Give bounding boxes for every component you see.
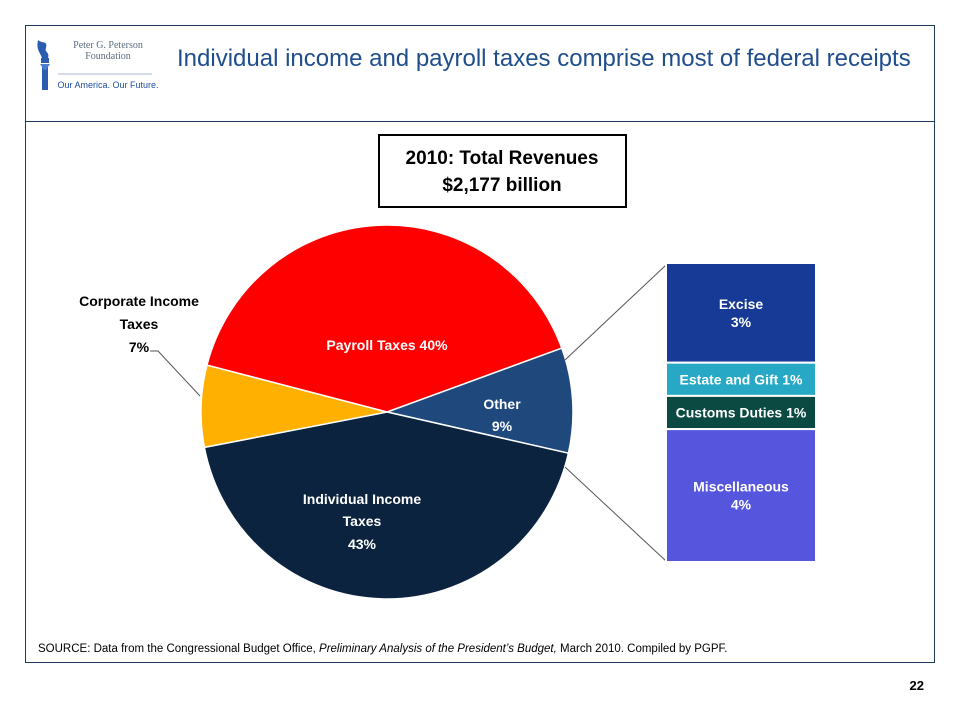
pie-slices bbox=[201, 225, 573, 599]
corporate-label-line-1: Corporate Income bbox=[79, 293, 199, 309]
breakdown-label-customs-duties-1: Customs Duties 1% bbox=[676, 405, 807, 421]
source-suffix: March 2010. Compiled by PGPF. bbox=[557, 643, 728, 655]
page-number: 22 bbox=[910, 678, 924, 693]
breakdown-label-miscellaneous-2: 4% bbox=[731, 497, 752, 513]
connector-line-top bbox=[565, 265, 666, 360]
individual-label-line-3: 43% bbox=[348, 536, 377, 552]
other-label-line-1: Other bbox=[483, 396, 521, 412]
breakdown-segment-excise bbox=[666, 263, 816, 363]
breakdown-label-excise-2: 3% bbox=[731, 314, 752, 330]
corporate-leader-line bbox=[150, 351, 200, 396]
corporate-label-line-2: Taxes bbox=[120, 316, 159, 332]
breakdown-label-excise-1: Excise bbox=[719, 296, 764, 312]
other-breakdown-bar: Excise 3% Estate and Gift 1% Customs Duties… bbox=[666, 263, 816, 562]
source-italic: Preliminary Analysis of the President’s … bbox=[319, 643, 557, 655]
breakdown-label-miscellaneous-1: Miscellaneous bbox=[693, 479, 789, 495]
other-label-line-2: 9% bbox=[492, 418, 513, 434]
individual-label-line-2: Taxes bbox=[343, 513, 382, 529]
chart-title-line-2: $2,177 billion bbox=[442, 175, 561, 196]
chart-title-box: 2010: Total Revenues $2,177 billion bbox=[379, 135, 626, 207]
source-prefix: SOURCE: Data from the Congressional Budg… bbox=[38, 643, 319, 655]
corporate-label-line-3: 7% bbox=[129, 339, 150, 355]
breakdown-segment-miscellaneous bbox=[666, 429, 816, 562]
breakdown-label-estate-and-gift-1: Estate and Gift 1% bbox=[680, 371, 803, 387]
payroll-label: Payroll Taxes 40% bbox=[326, 337, 448, 353]
individual-label-line-1: Individual Income bbox=[303, 491, 421, 507]
revenue-chart: 2010: Total Revenues $2,177 billion Exci… bbox=[0, 0, 960, 720]
source-note: SOURCE: Data from the Congressional Budg… bbox=[38, 643, 918, 655]
chart-title-line-1: 2010: Total Revenues bbox=[406, 148, 599, 169]
connector-line-bottom bbox=[565, 467, 666, 561]
